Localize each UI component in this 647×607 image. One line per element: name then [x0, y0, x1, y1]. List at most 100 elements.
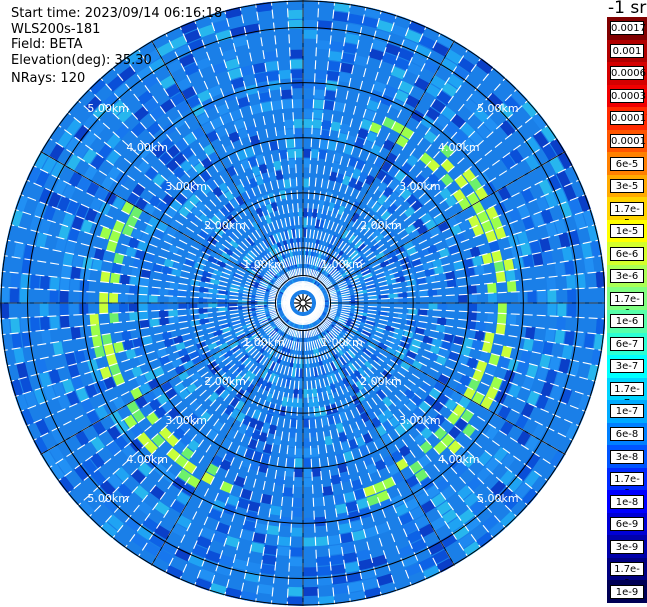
colorbar-label: 3e-9	[610, 539, 644, 554]
range-gate-cell	[275, 129, 286, 140]
range-gate-cell	[524, 154, 540, 171]
range-gate-cell	[387, 203, 399, 215]
range-gate-cell	[467, 284, 477, 295]
range-gate-cell	[92, 102, 110, 120]
range-gate-cell	[282, 240, 289, 250]
range-gate-cell	[177, 468, 192, 483]
range-gate-cell	[524, 136, 541, 154]
range-gate-cell	[428, 303, 438, 311]
range-gate-cell	[487, 312, 497, 324]
range-gate-cell	[260, 493, 273, 505]
range-gate-cell	[160, 179, 173, 193]
range-gate-cell	[272, 233, 280, 243]
range-gate-cell	[398, 393, 411, 406]
ray-line	[0, 302, 304, 320]
ray-line	[48, 137, 304, 304]
range-gate-cell	[326, 233, 334, 243]
range-gate-cell	[329, 361, 338, 372]
range-gate-cell	[99, 292, 109, 303]
range-gate-cell	[205, 178, 218, 190]
range-gate-cell	[459, 374, 472, 387]
range-gate-cell	[472, 369, 485, 382]
ray-line	[302, 302, 413, 587]
range-gate-cell	[125, 348, 137, 360]
range-gate-cell	[487, 292, 497, 303]
range-gate-cell	[288, 19, 303, 30]
range-gate-cell	[414, 514, 430, 529]
ray-line	[32, 164, 304, 304]
range-gate-cell	[257, 462, 269, 474]
range-gate-cell	[137, 500, 154, 517]
range-gate-cell	[260, 332, 269, 340]
range-gate-cell	[212, 269, 223, 277]
range-gate-cell	[212, 329, 223, 337]
azimuth-spoke	[316, 40, 455, 280]
range-gate-cell	[444, 121, 460, 136]
ray-line	[88, 302, 304, 518]
range-gate-cell	[284, 129, 295, 139]
range-gate-cell	[529, 239, 542, 255]
range-gate-cell	[490, 376, 503, 390]
range-gate-cell	[263, 50, 278, 62]
range-gate-cell	[493, 446, 509, 463]
range-gate-cell	[109, 292, 119, 303]
range-gate-cell	[131, 266, 142, 278]
range-gate-cell	[481, 514, 500, 531]
range-gate-cell	[207, 508, 223, 522]
ray-line	[286, 0, 304, 304]
ray-line	[124, 302, 304, 549]
range-gate-cell	[347, 510, 361, 522]
range-gate-cell	[360, 568, 377, 580]
ray-line	[208, 14, 304, 304]
range-gate-cell	[133, 106, 150, 122]
range-gate-cell	[109, 312, 119, 324]
range-gate-cell	[325, 80, 338, 91]
range-gate-cell	[481, 341, 493, 354]
ray-line	[302, 302, 596, 382]
range-gate-cell	[112, 196, 126, 210]
range-gate-cell	[485, 205, 499, 220]
range-gate-cell	[81, 458, 98, 475]
range-gate-cell	[394, 503, 410, 517]
range-gate-cell	[330, 474, 342, 485]
range-gate-cell	[370, 333, 381, 342]
range-gate-cell	[336, 346, 344, 356]
range-gate-cell	[0, 318, 11, 335]
range-gate-cell	[347, 362, 357, 372]
ray-line	[302, 286, 605, 304]
range-gate-cell	[493, 260, 505, 273]
azimuth-spoke	[151, 326, 290, 566]
range-gate-cell	[380, 355, 391, 365]
range-gate-cell	[278, 276, 286, 285]
range-gate-cell	[129, 311, 139, 322]
range-gate-cell	[382, 454, 396, 467]
range-gate-cell	[97, 143, 113, 160]
range-gate-cell	[283, 119, 294, 129]
range-gate-cell	[121, 330, 132, 342]
range-gate-cell	[327, 534, 342, 546]
range-gate-cell	[448, 351, 460, 362]
range-gate-cell	[75, 203, 89, 219]
range-gate-cell	[375, 522, 391, 535]
range-gate-cell	[291, 507, 303, 517]
range-gate-cell	[366, 198, 377, 210]
range-gate-cell	[357, 289, 368, 295]
range-gate-cell	[472, 255, 483, 267]
range-gate-cell	[133, 484, 150, 500]
range-gate-cell	[239, 286, 249, 292]
range-gate-cell	[290, 69, 303, 79]
range-gate-cell	[456, 484, 473, 500]
range-gate-cell	[179, 283, 189, 291]
ray-line	[10, 224, 304, 304]
range-gate-cell	[77, 176, 92, 192]
range-gate-cell	[413, 433, 427, 446]
range-gate-cell	[539, 353, 551, 369]
range-gate-cell	[401, 553, 419, 568]
range-gate-cell	[379, 10, 397, 24]
range-gate-cell	[467, 378, 481, 392]
range-gate-cell	[577, 393, 592, 412]
range-gate-cell	[409, 506, 425, 520]
range-gate-cell	[453, 129, 469, 145]
range-gate-cell	[288, 208, 295, 219]
range-gate-cell	[10, 379, 24, 397]
